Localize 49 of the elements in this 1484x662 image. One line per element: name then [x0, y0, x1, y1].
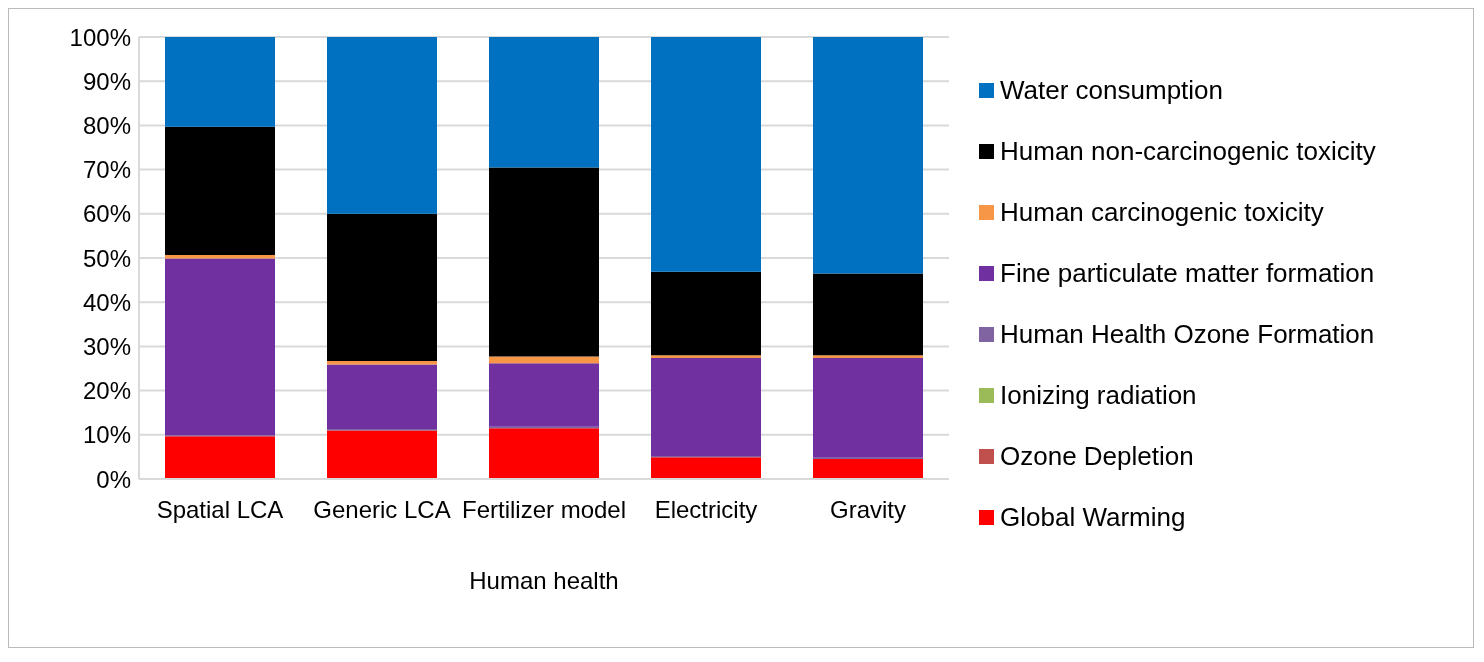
bar — [165, 126, 275, 255]
legend-label: Ionizing radiation — [1000, 380, 1197, 411]
bar — [327, 430, 437, 479]
bar — [165, 258, 275, 436]
y-tick-label: 10% — [82, 421, 131, 449]
y-tick-label: 90% — [82, 67, 131, 95]
bar — [327, 360, 437, 365]
legend-label: Human non-carcinogenic toxicity — [1000, 136, 1376, 167]
bar — [813, 273, 923, 356]
bar — [489, 37, 599, 168]
bar — [651, 37, 761, 272]
y-tick-label: 60% — [82, 200, 131, 228]
y-tick-label: 20% — [82, 377, 131, 405]
bar — [165, 37, 275, 127]
bar — [651, 271, 761, 356]
y-tick-label: 30% — [82, 332, 131, 360]
x-tick-label: Fertilizer model — [461, 496, 627, 524]
bar — [813, 459, 923, 479]
y-tick-label: 0% — [96, 465, 131, 493]
legend-label: Water consumption — [1000, 75, 1224, 106]
x-axis-title: Human health — [469, 567, 619, 594]
bar — [165, 436, 275, 479]
legend-label: Human Health Ozone Formation — [1000, 319, 1375, 350]
bar — [651, 457, 761, 479]
legend-label: Global Warming — [1000, 502, 1186, 533]
bar — [327, 213, 437, 361]
bar — [651, 357, 761, 457]
y-tick-label: 40% — [82, 288, 131, 316]
bar — [327, 37, 437, 214]
y-tick-label: 70% — [82, 156, 131, 184]
legend-label: Ozone Depletion — [1000, 441, 1194, 472]
bar — [813, 355, 923, 358]
y-tick-label: 50% — [82, 244, 131, 272]
bar — [489, 356, 599, 364]
bar — [651, 355, 761, 358]
bar — [327, 364, 437, 430]
bar — [813, 37, 923, 274]
x-tick-label: Gravity — [829, 496, 907, 524]
y-tick-label: 80% — [82, 111, 131, 139]
y-tick-label: 100% — [69, 23, 131, 51]
bar — [489, 428, 599, 479]
bar — [489, 167, 599, 357]
bar — [813, 357, 923, 458]
x-tick-label: Generic LCA — [313, 496, 451, 524]
bar — [489, 363, 599, 427]
x-tick-label: Spatial LCA — [156, 496, 284, 524]
x-tick-label: Electricity — [654, 496, 758, 524]
legend-label: Fine particulate matter formation — [1000, 258, 1375, 289]
legend-label: Human carcinogenic toxicity — [1000, 197, 1324, 228]
